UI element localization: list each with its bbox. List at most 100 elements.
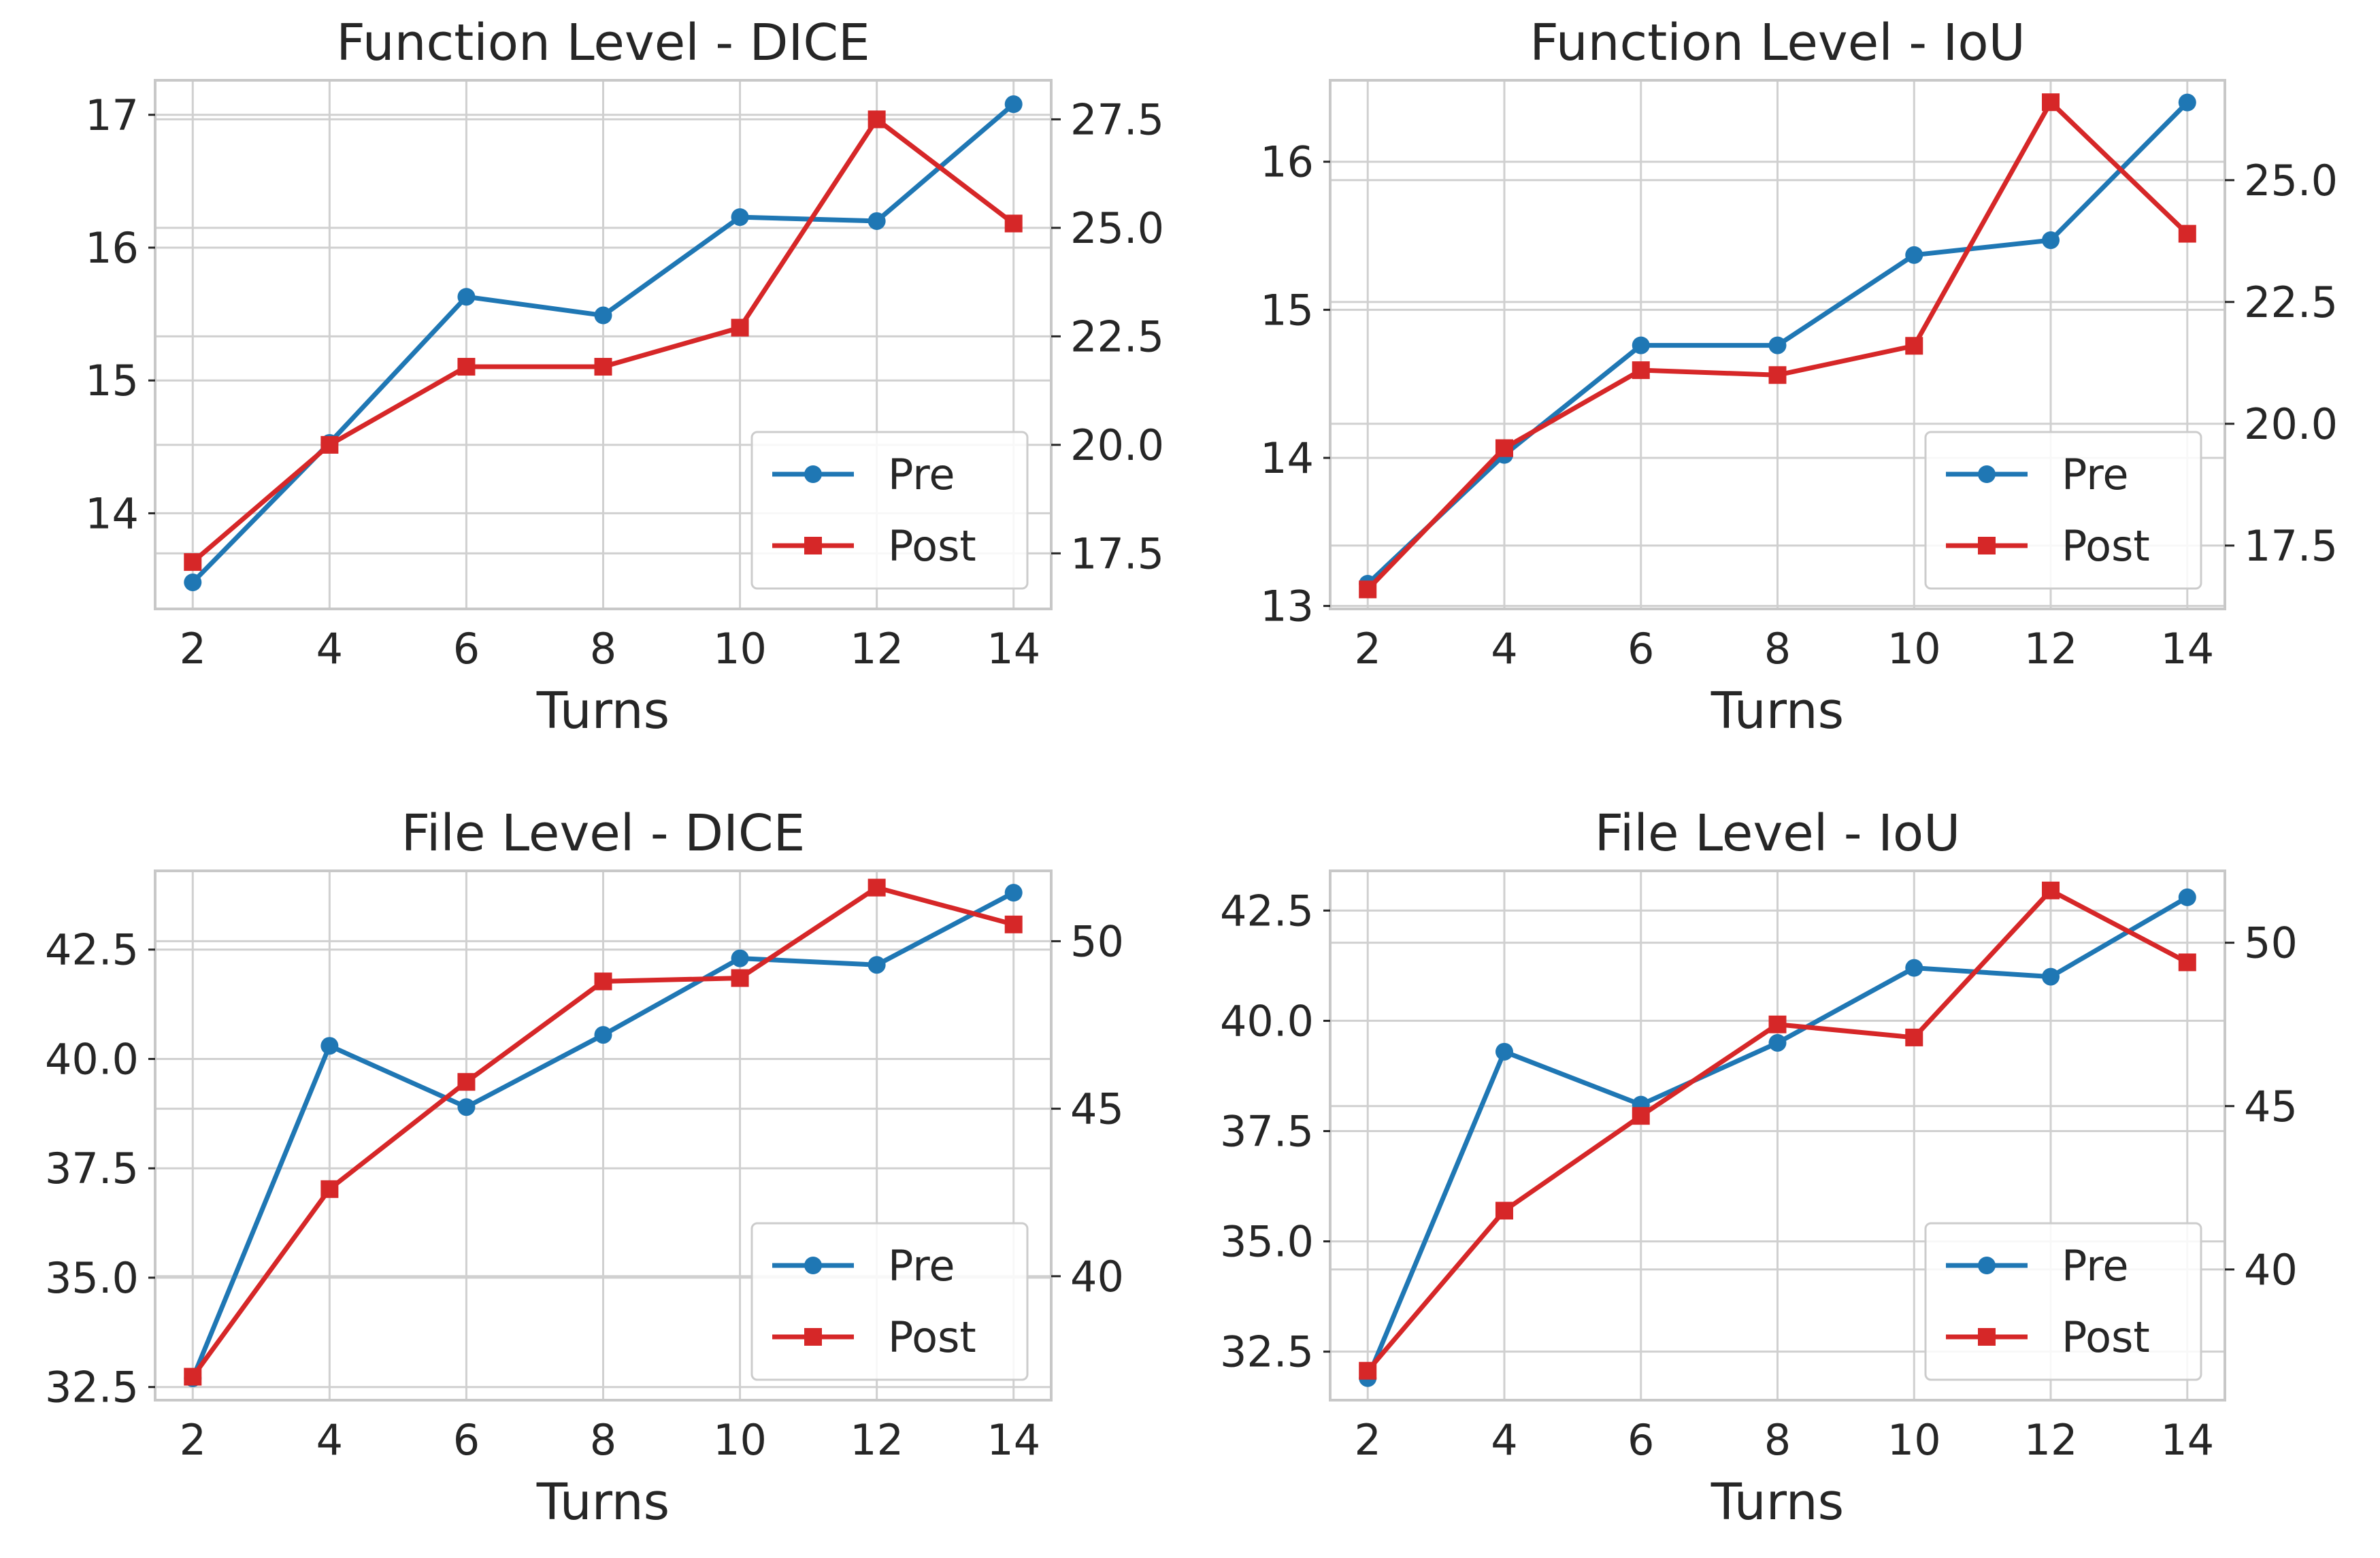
y-right-tick-label: 17.5 [1070, 529, 1164, 578]
data-point-pre [594, 1026, 612, 1044]
plot-frame [154, 79, 1053, 610]
data-point-post [594, 358, 612, 376]
chart-title: Function Level - DICE [336, 14, 870, 72]
y-right-tick-label: 22.5 [2244, 278, 2338, 327]
legend-label: Pre [2062, 1241, 2129, 1291]
y-left-tick-label: 14 [85, 488, 139, 538]
data-point-pre [1004, 95, 1023, 114]
data-point-pre [867, 212, 886, 230]
data-point-post [2178, 953, 2196, 972]
x-axis-label: Turns [1710, 1473, 1844, 1531]
legend-marker-circle [1978, 1257, 1996, 1274]
data-point-post [184, 1368, 202, 1386]
legend: Pre Post [750, 431, 1029, 590]
data-point-pre [1768, 1033, 1787, 1052]
x-tick-label: 10 [713, 624, 767, 674]
legend-marker-square [1978, 1328, 1996, 1346]
y-right-tick-label: 25.0 [1070, 203, 1164, 253]
data-point-post [184, 553, 202, 571]
x-tick-label: 10 [1887, 1415, 1941, 1465]
y-left-tick-label: 35.0 [1220, 1217, 1314, 1267]
data-point-post [1004, 214, 1023, 233]
data-point-post [1768, 1015, 1787, 1033]
data-point-post [2042, 881, 2060, 899]
y-right-tick-label: 40 [1070, 1252, 1124, 1302]
data-point-pre [1905, 959, 1923, 977]
y-left-tick-label: 42.5 [1220, 886, 1314, 935]
data-point-post [1359, 580, 1377, 599]
y-right-tick-label: 20.0 [2244, 399, 2338, 449]
x-tick-label: 8 [590, 624, 616, 674]
x-tick-label: 10 [1887, 624, 1941, 674]
data-point-pre [867, 956, 886, 974]
y-left-tick-label: 42.5 [45, 925, 139, 975]
x-tick-label: 8 [1764, 624, 1791, 674]
legend-marker-circle [804, 1257, 822, 1274]
x-tick-label: 6 [453, 1415, 480, 1465]
x-tick-label: 10 [713, 1415, 767, 1465]
y-right-tick-label: 45 [2244, 1082, 2298, 1131]
data-point-pre [1632, 336, 1650, 354]
x-tick-label: 4 [1491, 624, 1517, 674]
legend-label: Pre [888, 450, 955, 499]
chart-title: File Level - DICE [401, 804, 806, 863]
y-left-tick-label: 37.5 [1220, 1107, 1314, 1157]
data-point-post [2042, 93, 2060, 112]
data-point-post [1359, 1361, 1377, 1380]
data-point-post [1004, 915, 1023, 933]
y-right-tick-label: 50 [1070, 916, 1124, 966]
y-right-tick-label: 17.5 [2244, 521, 2338, 571]
chart-title: File Level - IoU [1595, 804, 1961, 863]
data-point-post [867, 110, 886, 129]
x-tick-label: 2 [1354, 624, 1381, 674]
data-point-post [2178, 225, 2196, 243]
y-left-tick-label: 16 [85, 223, 139, 273]
x-tick-label: 6 [1627, 624, 1654, 674]
legend-label: Post [2062, 521, 2150, 571]
x-tick-label: 6 [1627, 1415, 1654, 1465]
x-tick-label: 12 [850, 1415, 904, 1465]
data-point-post [320, 435, 339, 454]
y-right-tick-label: 45 [1070, 1084, 1124, 1134]
x-tick-label: 2 [1354, 1415, 1381, 1465]
data-point-post [1495, 1201, 1513, 1220]
x-tick-label: 14 [2160, 624, 2214, 674]
data-point-pre [1495, 1042, 1513, 1061]
x-axis-label: Turns [536, 682, 670, 740]
data-point-pre [320, 1037, 339, 1055]
y-left-tick-label: 15 [1260, 285, 1314, 335]
x-axis-label: Turns [536, 1473, 670, 1531]
data-point-pre [1004, 884, 1023, 902]
plot-frame [154, 869, 1053, 1402]
y-left-tick-label: 37.5 [45, 1144, 139, 1193]
y-right-tick-label: 20.0 [1070, 420, 1164, 470]
y-left-tick-label: 13 [1260, 582, 1314, 631]
data-point-pre [1768, 336, 1787, 354]
chart-panel-2: Function Level - IoU 2 4 6 8 10 12 14 Turns 13 14 1… [1260, 14, 2338, 740]
y-left-tick-label: 16 [1260, 137, 1314, 187]
data-point-pre [457, 1098, 476, 1116]
x-tick-label: 4 [1491, 1415, 1517, 1465]
data-point-pre [594, 306, 612, 325]
data-point-post [731, 969, 749, 987]
legend: Pre Post [1924, 431, 2202, 590]
y-right-tick-label: 25.0 [2244, 156, 2338, 205]
y-left-tick-label: 35.0 [45, 1253, 139, 1303]
data-point-post [1632, 361, 1650, 380]
y-right-tick-label: 40 [2244, 1245, 2298, 1295]
data-point-post [1495, 439, 1513, 457]
x-tick-label: 14 [987, 1415, 1040, 1465]
y-left-tick-label: 17 [85, 90, 139, 140]
legend-marker-square [804, 1328, 822, 1346]
data-point-post [867, 878, 886, 897]
x-tick-label: 2 [180, 624, 206, 674]
legend-marker-square [1978, 537, 1996, 554]
legend-label: Post [888, 521, 976, 571]
x-tick-label: 2 [180, 1415, 206, 1465]
data-point-post [457, 358, 476, 376]
data-point-post [1632, 1107, 1650, 1125]
data-point-pre [731, 949, 749, 967]
plot-frame [1329, 79, 2226, 610]
legend: Pre Post [1924, 1222, 2202, 1381]
y-left-tick-label: 15 [85, 356, 139, 405]
